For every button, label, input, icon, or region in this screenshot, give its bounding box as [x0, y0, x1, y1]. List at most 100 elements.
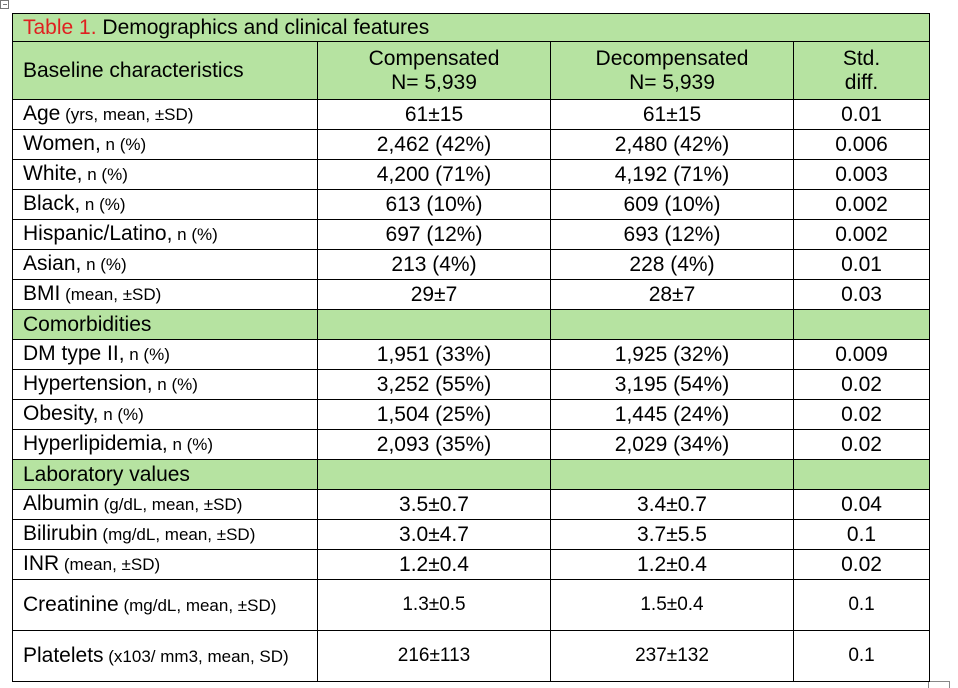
row-label: Hypertension,: [23, 372, 153, 395]
table-row: Hyperlipidemia, n (%) 2,093 (35%) 2,029 (3…: [12, 429, 931, 460]
decompensated-value: 2,029 (34%): [550, 429, 794, 460]
section-empty-cell: [550, 459, 794, 490]
std-diff-value: 0.02: [792, 399, 931, 430]
row-label: Hyperlipidemia,: [23, 432, 168, 455]
compensated-value: 613 (10%): [317, 189, 551, 220]
decompensated-value: 1.2±0.4: [550, 549, 794, 580]
row-label-cell: Hispanic/Latino, n (%): [12, 219, 318, 250]
std-diff-value: 0.01: [792, 99, 931, 130]
row-label: White,: [23, 162, 83, 185]
table-row: INR (mean, ±SD) 1.2±0.4 1.2±0.4 0.02: [12, 549, 931, 580]
decompensated-value: 3.4±0.7: [550, 489, 794, 520]
compensated-value: 4,200 (71%): [317, 159, 551, 190]
table-row: Black, n (%) 613 (10%) 609 (10%) 0.002: [12, 189, 931, 220]
table-row: Hispanic/Latino, n (%) 697 (12%) 693 (12%)…: [12, 219, 931, 250]
section-label: Comorbidities: [12, 309, 318, 340]
resize-handle-icon: [928, 681, 950, 688]
section-empty-cell: [792, 309, 931, 340]
std-diff-value: 0.006: [792, 129, 931, 160]
row-label-unit: n (%): [80, 195, 126, 214]
table-row: Women, n (%) 2,462 (42%) 2,480 (42%) 0.006: [12, 129, 931, 160]
decompensated-value: 1.5±0.4: [550, 579, 794, 631]
row-label-cell: Age (yrs, mean, ±SD): [12, 99, 318, 130]
row-label: Creatinine: [23, 593, 119, 616]
decompensated-value: 693 (12%): [550, 219, 794, 250]
section-empty-cell: [792, 459, 931, 490]
decompensated-value: 609 (10%): [550, 189, 794, 220]
header-characteristic: Baseline characteristics: [12, 41, 318, 100]
row-label-cell: BMI (mean, ±SD): [12, 279, 318, 310]
decompensated-value: 61±15: [550, 99, 794, 130]
table-row: BMI (mean, ±SD) 29±7 28±7 0.03: [12, 279, 931, 310]
row-label-cell: White, n (%): [12, 159, 318, 190]
std-diff-value: 0.1: [792, 519, 931, 550]
table-row: Asian, n (%) 213 (4%) 228 (4%) 0.01: [12, 249, 931, 280]
decompensated-value: 2,480 (42%): [550, 129, 794, 160]
std-diff-value: 0.1: [792, 579, 931, 631]
demographics-table: Table 1. Demographics and clinical featu…: [11, 13, 931, 682]
row-label: Age: [23, 102, 61, 125]
table-caption-row: Table 1. Demographics and clinical featu…: [11, 13, 931, 42]
table-row: Bilirubin (mg/dL, mean, ±SD) 3.0±4.7 3.7±5…: [12, 519, 931, 550]
section-label: Laboratory values: [12, 459, 318, 490]
section-empty-cell: [317, 459, 551, 490]
row-label-cell: Black, n (%): [12, 189, 318, 220]
row-label-cell: Obesity, n (%): [12, 399, 318, 430]
row-label: Hispanic/Latino,: [23, 222, 173, 245]
table-caption: Table 1. Demographics and clinical featu…: [11, 13, 931, 42]
row-label-unit: (yrs, mean, ±SD): [60, 105, 194, 124]
table-row: Hypertension, n (%) 3,252 (55%) 3,195 (54%…: [12, 369, 931, 400]
row-label-cell: Creatinine (mg/dL, mean, ±SD): [12, 579, 318, 631]
caption-text: Demographics and clinical features: [96, 15, 430, 39]
row-label-unit: (x103/ mm3, mean, SD): [103, 647, 289, 666]
header-stddiff-line2: diff.: [844, 70, 879, 94]
row-label: Asian,: [23, 252, 82, 275]
resize-handle-icon: [0, 0, 9, 9]
row-label-unit: n (%): [167, 435, 214, 454]
header-compensated: Compensated N= 5,939: [317, 41, 551, 100]
header-decompensated-label: Decompensated: [595, 46, 749, 70]
table-header-row: Baseline characteristics Compensated N= …: [12, 41, 931, 100]
decompensated-value: 3,195 (54%): [550, 369, 794, 400]
compensated-value: 2,093 (35%): [317, 429, 551, 460]
section-row: Comorbidities: [12, 309, 931, 340]
row-label: INR: [23, 552, 60, 575]
header-decompensated-n: N= 5,939: [629, 70, 715, 94]
compensated-value: 697 (12%): [317, 219, 551, 250]
section-empty-cell: [317, 309, 551, 340]
compensated-value: 216±113: [317, 630, 551, 682]
row-label-cell: Albumin (g/dL, mean, ±SD): [12, 489, 318, 520]
row-label-cell: Hypertension, n (%): [12, 369, 318, 400]
table-row: Albumin (g/dL, mean, ±SD) 3.5±0.7 3.4±0.7 0…: [12, 489, 931, 520]
row-label-cell: Platelets (x103/ mm3, mean, SD): [12, 630, 318, 682]
row-label-unit: n (%): [100, 135, 147, 154]
row-label-cell: INR (mean, ±SD): [12, 549, 318, 580]
std-diff-value: 0.03: [792, 279, 931, 310]
row-label-cell: Women, n (%): [12, 129, 318, 160]
header-decompensated: Decompensated N= 5,939: [550, 41, 794, 100]
row-label: Black,: [23, 192, 81, 215]
header-compensated-n: N= 5,939: [391, 70, 477, 94]
section-row: Laboratory values: [12, 459, 931, 490]
row-label: Women,: [23, 132, 101, 155]
header-compensated-label: Compensated: [368, 46, 500, 70]
row-label-unit: (g/dL, mean, ±SD): [98, 495, 243, 514]
row-label: Platelets: [23, 644, 104, 667]
std-diff-value: 0.01: [792, 249, 931, 280]
row-label-unit: n (%): [82, 165, 128, 184]
compensated-value: 1,504 (25%): [317, 399, 551, 430]
compensated-value: 1.3±0.5: [317, 579, 551, 631]
table-row: Obesity, n (%) 1,504 (25%) 1,445 (24%) 0.02: [12, 399, 931, 430]
row-label-unit: n (%): [172, 225, 218, 244]
row-label-unit: (mg/dL, mean, ±SD): [118, 596, 277, 615]
row-label-cell: Hyperlipidemia, n (%): [12, 429, 318, 460]
row-label-unit: n (%): [124, 345, 170, 364]
row-label: BMI: [23, 282, 61, 305]
header-stddiff: Std. diff.: [792, 41, 931, 100]
row-label-unit: (mean, ±SD): [59, 555, 161, 574]
table-row: DM type II, n (%) 1,951 (33%) 1,925 (32%) 0…: [12, 339, 931, 370]
row-label-unit: n (%): [152, 375, 198, 394]
decompensated-value: 228 (4%): [550, 249, 794, 280]
row-label-unit: n (%): [98, 405, 144, 424]
section-empty-cell: [550, 309, 794, 340]
